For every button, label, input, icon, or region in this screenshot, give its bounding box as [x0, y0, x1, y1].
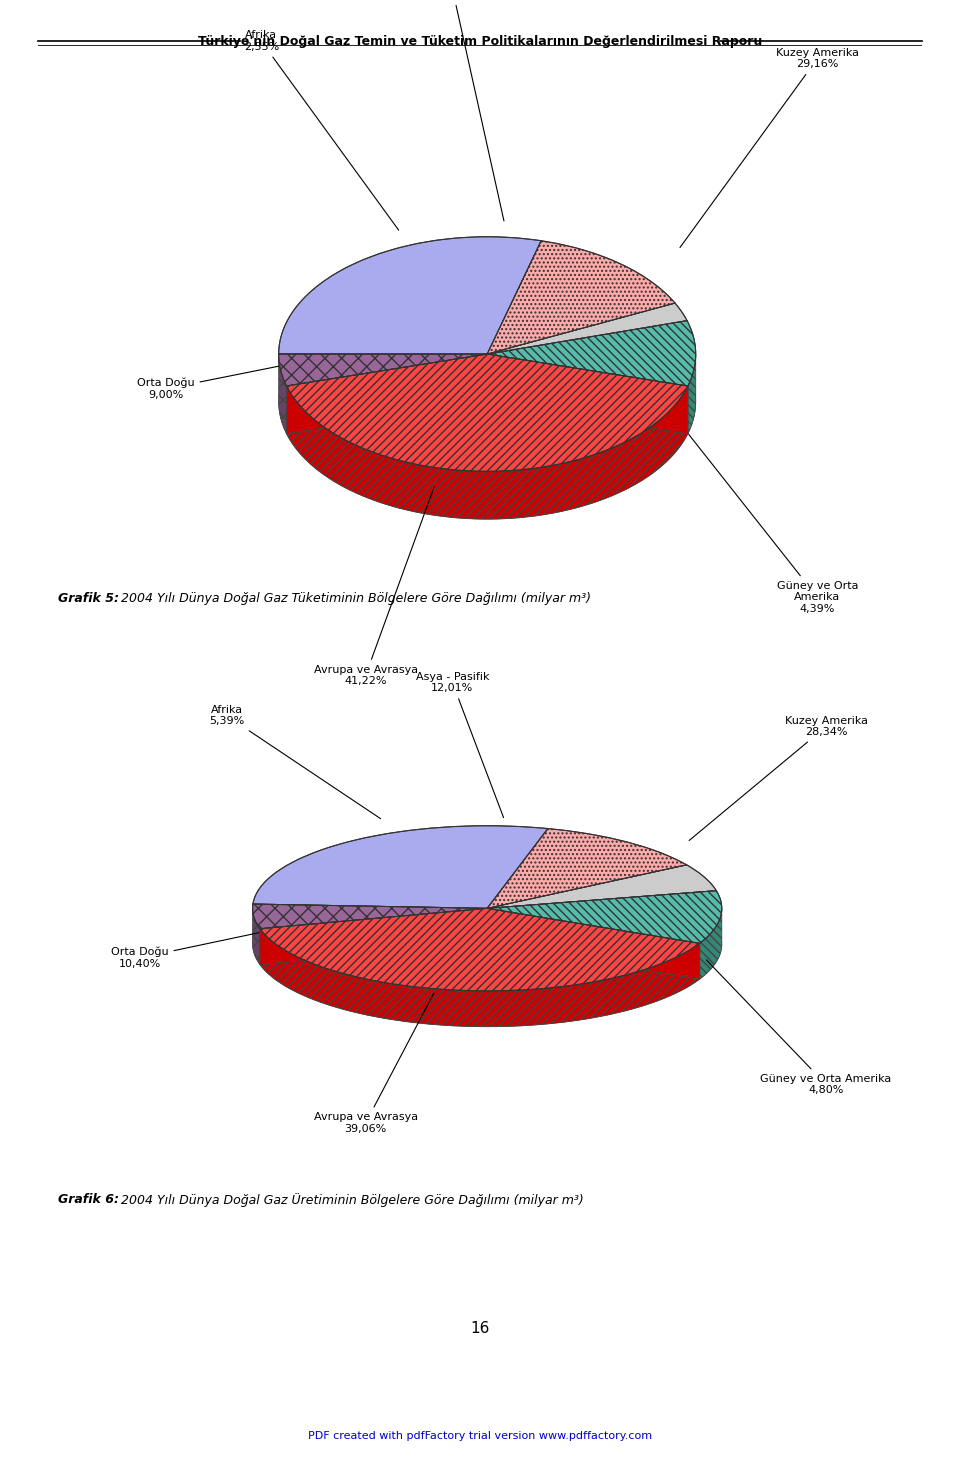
Polygon shape [700, 909, 722, 979]
Text: Kuzey Amerika
28,34%: Kuzey Amerika 28,34% [689, 716, 868, 841]
Polygon shape [488, 354, 687, 435]
Polygon shape [488, 865, 716, 909]
Text: Afrika
5,39%: Afrika 5,39% [209, 705, 380, 819]
Text: Orta Doğu
9,00%: Orta Doğu 9,00% [137, 355, 337, 399]
Polygon shape [488, 909, 700, 979]
Polygon shape [488, 241, 675, 354]
Polygon shape [286, 354, 687, 471]
Text: Güney ve Orta
Amerika
4,39%: Güney ve Orta Amerika 4,39% [688, 435, 858, 614]
Text: Türkiye'nin Doğal Gaz Temin ve Tüketim Politikalarının Değerlendirilmesi Raporu: Türkiye'nin Doğal Gaz Temin ve Tüketim P… [198, 35, 762, 47]
Text: Güney ve Orta Amerika
4,80%: Güney ve Orta Amerika 4,80% [707, 960, 892, 1095]
Polygon shape [260, 909, 488, 964]
Text: Avrupa ve Avrasya
41,22%: Avrupa ve Avrasya 41,22% [314, 487, 434, 687]
Ellipse shape [278, 285, 696, 520]
Polygon shape [260, 909, 488, 964]
Polygon shape [488, 354, 687, 435]
Text: Grafik 6:: Grafik 6: [58, 1193, 119, 1207]
Polygon shape [286, 386, 687, 520]
Polygon shape [260, 929, 700, 1026]
Polygon shape [687, 354, 696, 435]
Text: Kuzey Amerika
29,16%: Kuzey Amerika 29,16% [680, 48, 859, 248]
Text: Avrupa ve Avrasya
39,06%: Avrupa ve Avrasya 39,06% [314, 994, 434, 1133]
Polygon shape [278, 354, 488, 386]
Text: Asya - Pasifik
13,68%: Asya - Pasifik 13,68% [416, 0, 504, 222]
Polygon shape [488, 302, 687, 354]
Polygon shape [252, 904, 488, 929]
Polygon shape [488, 320, 696, 386]
Text: PDF created with pdfFactory trial version www.pdffactory.com: PDF created with pdfFactory trial versio… [308, 1431, 652, 1440]
Polygon shape [252, 909, 260, 964]
Polygon shape [488, 909, 700, 979]
Polygon shape [278, 354, 286, 433]
Polygon shape [260, 909, 700, 991]
Polygon shape [278, 236, 541, 354]
Text: Asya - Pasifik
12,01%: Asya - Pasifik 12,01% [416, 672, 504, 818]
Text: 2004 Yılı Dünya Doğal Gaz Üretiminin Bölgelere Göre Dağılımı (milyar m³): 2004 Yılı Dünya Doğal Gaz Üretiminin Böl… [117, 1193, 584, 1208]
Polygon shape [488, 891, 722, 944]
Polygon shape [286, 354, 488, 433]
Polygon shape [488, 828, 686, 909]
Text: 16: 16 [470, 1321, 490, 1336]
Text: Orta Doğu
10,40%: Orta Doğu 10,40% [110, 920, 320, 969]
Polygon shape [252, 826, 548, 909]
Ellipse shape [252, 862, 722, 1026]
Text: 2004 Yılı Dünya Doğal Gaz Tüketiminin Bölgelere Göre Dağılımı (milyar m³): 2004 Yılı Dünya Doğal Gaz Tüketiminin Bö… [117, 592, 591, 605]
Polygon shape [286, 354, 488, 433]
Text: Grafik 5:: Grafik 5: [58, 592, 119, 605]
Text: Afrika
2,55%: Afrika 2,55% [244, 31, 398, 230]
